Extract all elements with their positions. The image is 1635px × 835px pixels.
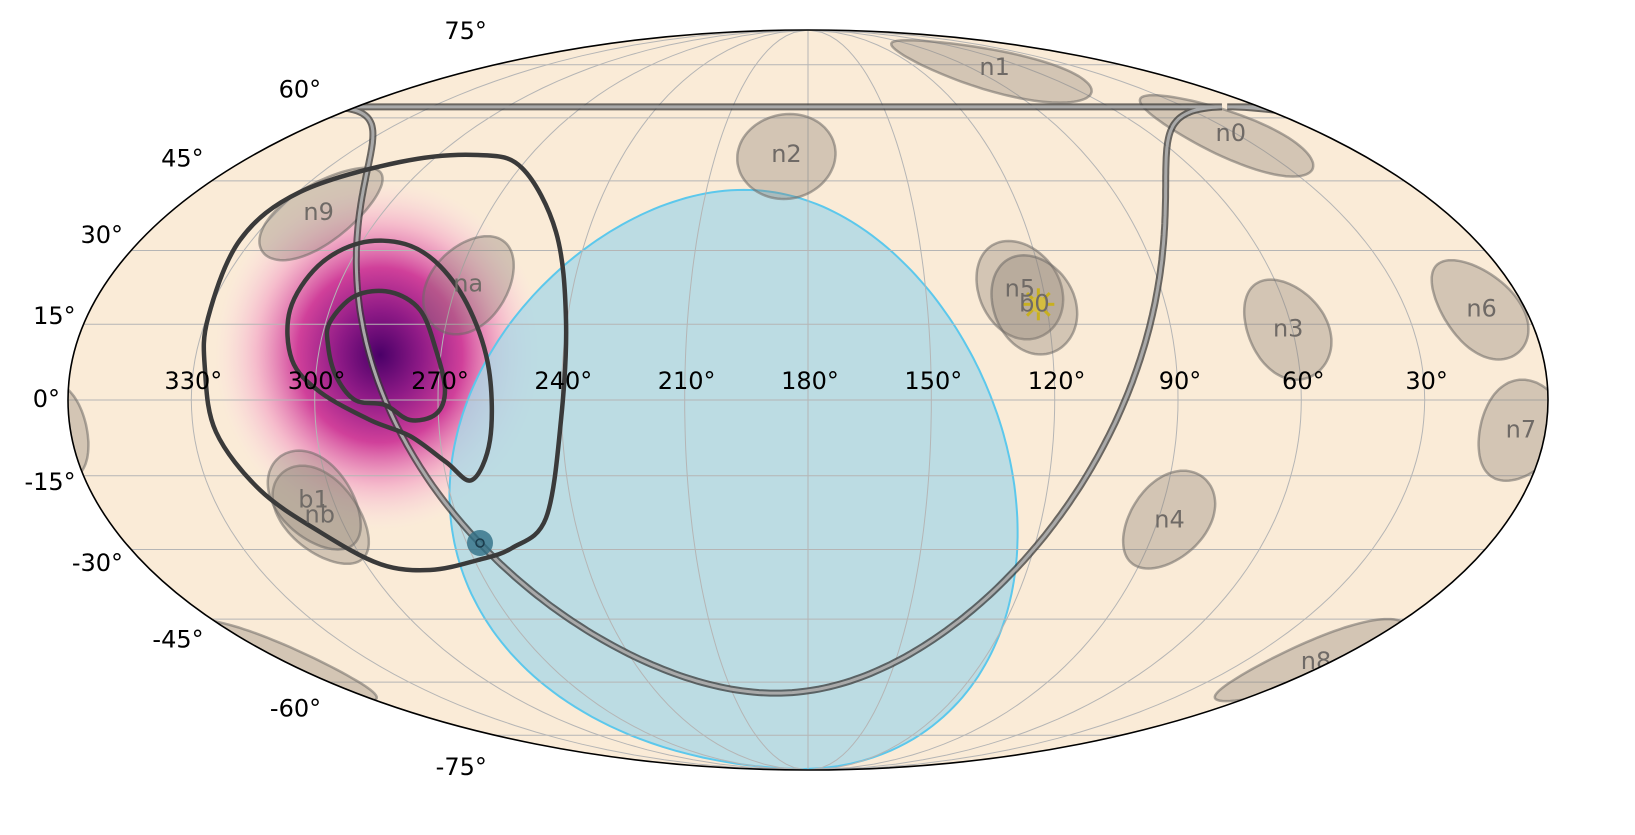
lat-tick-label: 0°: [33, 385, 60, 413]
meridian-grid-line: [807, 30, 1302, 770]
lat-tick-label: -75°: [436, 753, 487, 781]
sky-layer: n0 n1 n2 n3 n4 n5 n6 n7 n8 n9 na nb b0 b1: [68, 30, 1548, 770]
detector-label: n0: [1216, 119, 1246, 147]
detector-label: n7: [1506, 415, 1536, 443]
lon-tick-label: 30°: [1405, 367, 1448, 395]
sun-ray: [1042, 308, 1051, 317]
sun: [1022, 288, 1055, 321]
lat-tick-label: 60°: [279, 75, 322, 103]
meridian-grid-line: [190, 30, 809, 770]
detector-footprint: [68, 278, 1548, 381]
lon-tick-label: 330°: [164, 367, 222, 395]
sky-border: [67, 29, 1549, 771]
detector-footprint: [68, 239, 1548, 341]
lon-tick-label: 90°: [1159, 367, 1202, 395]
sun-ray: [1025, 308, 1034, 317]
meridian-grid-line: [807, 30, 1426, 770]
detector-footprint: [68, 234, 1548, 336]
lat-tick-label: -15°: [24, 468, 75, 496]
lon-tick-label: 150°: [904, 367, 962, 395]
detector-footprint: [68, 378, 1548, 482]
detector-footprint: [68, 464, 1548, 566]
detector-label: b1: [298, 486, 329, 514]
meridian-grid-line: [807, 30, 1179, 770]
sun-disk: [1030, 296, 1047, 313]
detector-label: n8: [1301, 647, 1331, 675]
lat-tick-label: 45°: [161, 145, 204, 173]
detector-label: n2: [771, 140, 801, 168]
lon-tick-label: 270°: [411, 367, 469, 395]
lon-tick-label: 180°: [781, 367, 839, 395]
localization-contour: [285, 238, 495, 483]
meridian-grid-line: [314, 30, 809, 770]
overlay-layer: 75° 60° 45° 30° 15° 0° -15° -30° -45° -60° -75° 330…: [24, 17, 1549, 781]
lat-tick-label: 15°: [33, 302, 76, 330]
sun-ray: [1042, 291, 1051, 300]
lon-tick-label: 240°: [534, 367, 592, 395]
source-position-core: [475, 538, 485, 548]
localization-contour: [201, 152, 569, 573]
lon-tick-label: 60°: [1282, 367, 1325, 395]
lon-tick-label: 210°: [658, 367, 716, 395]
meridian-grid-line: [684, 30, 809, 770]
lat-tick-label: -30°: [72, 549, 123, 577]
detector-label: n4: [1154, 505, 1184, 533]
lon-tick-label: 300°: [288, 367, 346, 395]
lon-tick-label: 120°: [1028, 367, 1086, 395]
lat-tick-label: -60°: [270, 695, 321, 723]
detector-label: nb: [305, 500, 335, 528]
lat-tick-label: 30°: [81, 221, 124, 249]
meridian-grid-line: [807, 30, 1056, 770]
meridian-grid-line: [807, 30, 932, 770]
detector-label: na: [453, 270, 483, 298]
meridian-grid-line: [437, 30, 809, 770]
detector-label: n9: [303, 198, 333, 226]
localization-contour: [324, 288, 448, 423]
detector-label: n5: [1005, 274, 1035, 302]
detector-label: n3: [1273, 314, 1303, 342]
detector-label: b0: [1019, 289, 1050, 317]
detector-footprint: [68, 449, 1548, 551]
lat-tick-label: 75°: [444, 17, 487, 45]
source-position: [467, 530, 493, 556]
detector-label: n1: [979, 53, 1009, 81]
detector-footprint: [68, 112, 1548, 201]
detector-label: n6: [1466, 294, 1496, 322]
sun-ray: [1025, 291, 1034, 300]
detector-footprint: [68, 469, 1548, 570]
lat-tick-label: -45°: [152, 625, 203, 653]
